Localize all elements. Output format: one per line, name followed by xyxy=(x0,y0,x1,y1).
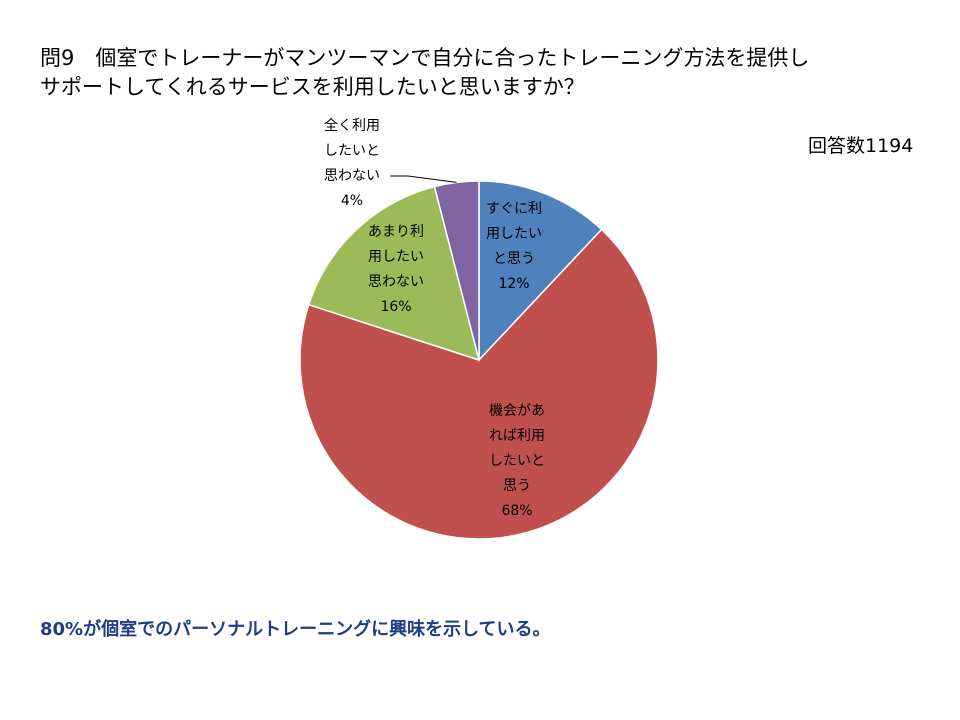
slice-label-line: 用したい xyxy=(486,226,542,242)
slice-label-line: 思う xyxy=(503,478,531,494)
question-line-1: 問9 個室でトレーナーがマンツーマンで自分に合ったトレーニング方法を提供し xyxy=(40,46,810,70)
response-count: 回答数1194 xyxy=(808,135,914,157)
slice-label-line: 思わない xyxy=(324,168,380,184)
slice-label-line: 思わない xyxy=(368,274,424,290)
slice-percent-2: 68% xyxy=(501,503,532,519)
slice-label-line: 機会があ xyxy=(489,403,545,419)
slice-percent-3: 16% xyxy=(380,299,411,315)
slice-label-line: したいと xyxy=(324,143,380,159)
pie-slice-2 xyxy=(299,228,659,540)
pie-slice-4 xyxy=(433,180,480,361)
pie-slice-1 xyxy=(478,180,603,362)
slice-label-line: あまり利 xyxy=(368,224,424,240)
slice-label-line: と思う xyxy=(493,251,535,267)
slice-percent-4: 4% xyxy=(341,193,363,209)
pie-slice-3 xyxy=(307,185,481,362)
slice-label-line: 全く利用 xyxy=(324,117,380,134)
question-title: 問9 個室でトレーナーがマンツーマンで自分に合ったトレーニング方法を提供し サポ… xyxy=(40,44,920,102)
question-line-2: サポートしてくれるサービスを利用したいと思いますか？ xyxy=(40,75,585,99)
conclusion-text: 80%が個室でのパーソナルトレーニングに興味を示している。 xyxy=(40,619,551,640)
leader-line xyxy=(390,175,457,183)
slice-label-line: すぐに利 xyxy=(486,201,542,217)
slice-label-line: れば利用 xyxy=(489,428,545,444)
slice-percent-1: 12% xyxy=(498,276,529,292)
slice-label-line: したいと xyxy=(489,453,545,469)
slice-label-line: 用したい xyxy=(368,249,424,265)
